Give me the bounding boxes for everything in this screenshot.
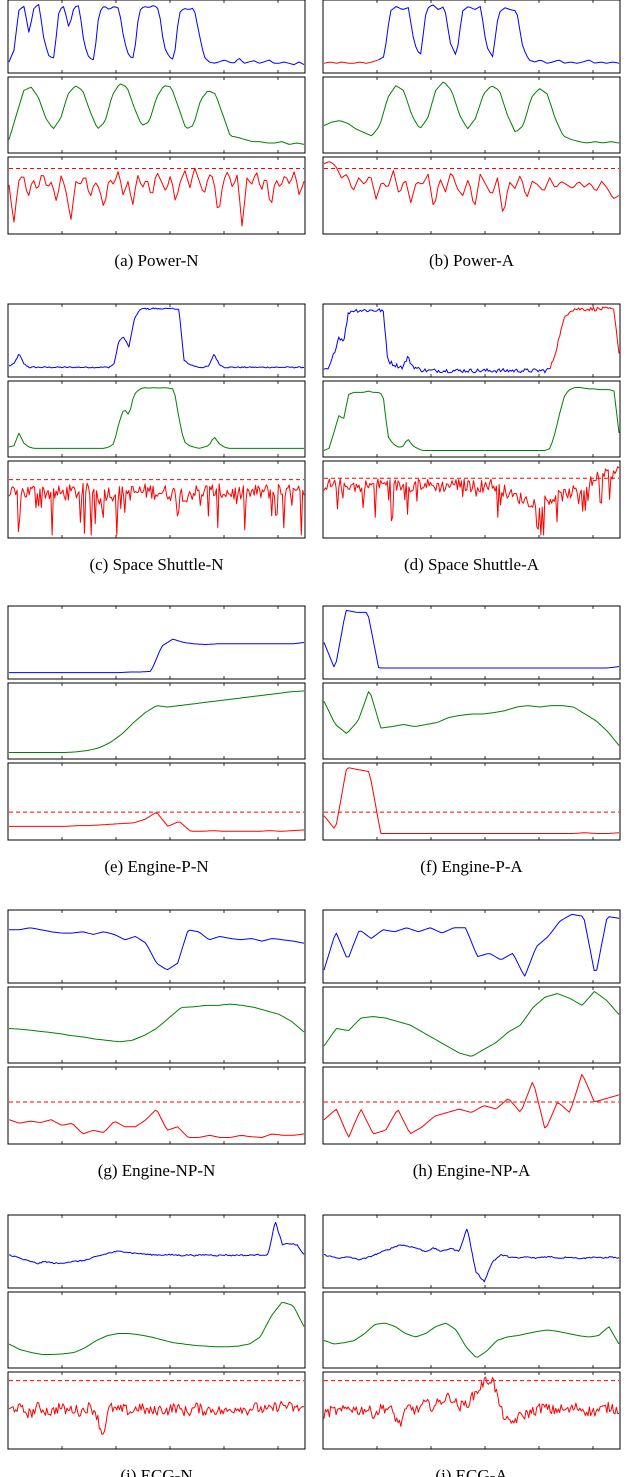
anomaly-score-line xyxy=(323,1074,620,1138)
raw-series-line xyxy=(9,638,305,674)
subfigure-caption: (f) Engine-P-A xyxy=(420,857,523,876)
anomaly-score-line xyxy=(323,161,620,212)
panel-frame xyxy=(7,380,306,458)
panel-frame xyxy=(7,1066,306,1145)
panel-frame xyxy=(322,156,621,235)
panel-frame xyxy=(7,605,306,680)
panel-frame xyxy=(322,1291,621,1369)
panel-frame xyxy=(7,1291,306,1369)
chart-j: (j) ECG-A xyxy=(322,1214,621,1477)
chart-i: (i) ECG-N xyxy=(7,1214,306,1477)
smoothed-series-line xyxy=(8,1003,305,1043)
anomalous-segment-line xyxy=(323,59,379,64)
subfigure-caption: (h) Engine-NP-A xyxy=(413,1161,531,1180)
subfigure-caption: (c) Space Shuttle-N xyxy=(89,555,223,574)
smoothed-series-line xyxy=(8,83,305,145)
panel-frame xyxy=(7,303,306,378)
panel-frame xyxy=(322,0,621,74)
smoothed-series-line xyxy=(9,690,305,753)
anomaly-score-line xyxy=(8,482,305,536)
subfigure-caption: (a) Power-N xyxy=(114,251,198,270)
smoothed-series-line xyxy=(323,691,620,746)
panel-frame xyxy=(322,1371,621,1450)
panel-frame xyxy=(7,156,306,235)
panel-frame xyxy=(322,303,621,378)
panel-frame xyxy=(322,1066,621,1145)
chart-b: (b) Power-A xyxy=(322,0,621,270)
smoothed-series-line xyxy=(8,387,304,449)
anomaly-score-line xyxy=(8,167,305,227)
panel-frame xyxy=(322,1214,621,1289)
raw-series-line xyxy=(8,4,305,66)
anomaly-score-line xyxy=(8,1400,305,1435)
chart-a: (a) Power-N xyxy=(7,0,306,270)
chart-c: (c) Space Shuttle-N xyxy=(7,303,306,574)
panel-frame xyxy=(7,986,306,1064)
chart-h: (h) Engine-NP-A xyxy=(322,909,621,1180)
panel-frame xyxy=(322,986,621,1064)
raw-series-line xyxy=(323,307,551,374)
panel-frame xyxy=(322,460,621,539)
anomaly-score-line xyxy=(323,1376,620,1427)
panel-frame xyxy=(322,909,621,984)
anomalous-segment-line xyxy=(549,306,620,369)
panel-frame xyxy=(7,909,306,984)
chart-g: (g) Engine-NP-N xyxy=(7,909,306,1180)
raw-series-line xyxy=(8,1221,305,1265)
smoothed-series-line xyxy=(323,81,620,144)
panel-frame xyxy=(322,682,621,760)
panel-frame xyxy=(322,605,621,680)
chart-e: (e) Engine-P-N xyxy=(7,605,306,876)
subfigure-caption: (i) ECG-N xyxy=(120,1466,192,1477)
anomaly-score-line xyxy=(9,812,305,832)
panel-frame xyxy=(7,1214,306,1289)
anomaly-score-line xyxy=(323,767,620,834)
subfigure-caption: (b) Power-A xyxy=(429,251,515,270)
raw-series-line xyxy=(323,609,620,669)
raw-series-line xyxy=(9,927,305,971)
anomaly-score-line xyxy=(323,466,620,536)
raw-series-line xyxy=(378,4,620,64)
panel-frame xyxy=(7,0,306,74)
subfigure-caption: (d) Space Shuttle-A xyxy=(404,555,540,574)
chart-f: (f) Engine-P-A xyxy=(322,605,621,876)
panel-frame xyxy=(322,762,621,841)
smoothed-series-line xyxy=(323,1322,620,1358)
subfigure-caption: (e) Engine-P-N xyxy=(104,857,208,876)
subfigure-caption: (j) ECG-A xyxy=(435,1466,508,1477)
subfigure-caption: (g) Engine-NP-N xyxy=(98,1161,216,1180)
panel-frame xyxy=(7,76,306,154)
raw-series-line xyxy=(8,307,305,369)
panel-frame xyxy=(7,762,306,841)
panel-frame xyxy=(322,76,621,154)
chart-d: (d) Space Shuttle-A xyxy=(322,303,621,574)
panel-frame xyxy=(7,1371,306,1450)
panel-frame xyxy=(7,460,306,539)
panel-frame xyxy=(7,682,306,760)
smoothed-series-line xyxy=(323,387,620,451)
raw-series-line xyxy=(323,913,620,977)
smoothed-series-line xyxy=(8,1302,305,1355)
smoothed-series-line xyxy=(323,991,620,1057)
panel-frame xyxy=(322,380,621,458)
raw-series-line xyxy=(323,1228,620,1283)
anomaly-score-line xyxy=(8,1109,305,1138)
